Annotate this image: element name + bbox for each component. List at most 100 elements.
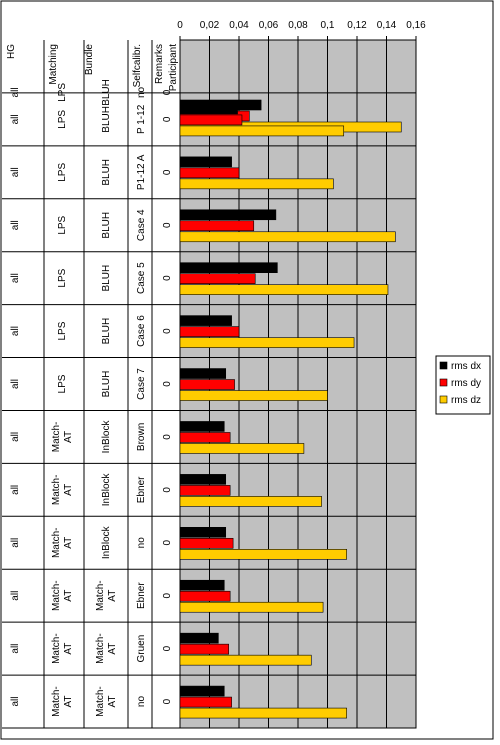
cell-bundle: BLUH bbox=[101, 265, 112, 292]
cell-matching: Match-AT bbox=[51, 580, 74, 611]
cell-selfcalibr-line: Case 7 bbox=[136, 368, 147, 400]
cell-matching: Match-AT bbox=[51, 475, 74, 506]
cell-selfcalibr: no bbox=[136, 86, 147, 98]
cell-selfcalibr: Case 6 bbox=[136, 315, 147, 347]
cell-remarks-line: 0 bbox=[162, 592, 173, 598]
header-remarks: Remarks bbox=[154, 44, 165, 84]
cell-matching: LPS bbox=[57, 321, 68, 340]
cell-remarks-line: 0 bbox=[162, 275, 173, 281]
bar-rms-dy bbox=[179, 326, 240, 337]
cell-hg: all bbox=[10, 167, 21, 177]
cell-hg: all bbox=[10, 273, 21, 283]
legend-swatch bbox=[439, 395, 448, 404]
bar-rms-dz bbox=[179, 654, 312, 666]
cell-matching: LPS bbox=[57, 163, 68, 182]
bar-rms-dy bbox=[179, 590, 231, 602]
bar-rms-dz bbox=[179, 178, 334, 190]
x-tick-label: 0,08 bbox=[288, 20, 308, 31]
bar-rms-dx bbox=[179, 685, 225, 697]
bar-rms-dz bbox=[179, 601, 324, 613]
bar-rms-dx bbox=[179, 474, 227, 485]
cell-bundle: BLUH bbox=[101, 106, 112, 133]
bar-rms-dz bbox=[179, 284, 389, 295]
cell-matching-line: Match- bbox=[51, 580, 62, 611]
cell-selfcalibr: Case 5 bbox=[136, 262, 147, 294]
cell-remarks: 0 bbox=[162, 540, 173, 546]
header-selfcalibr: Selfcalibr. bbox=[132, 44, 143, 87]
cell-remarks: 0 bbox=[162, 645, 173, 651]
cell-remarks: 0 bbox=[162, 222, 173, 228]
cell-selfcalibr-line: Ebner bbox=[136, 476, 147, 503]
cell-selfcalibr: no bbox=[136, 537, 147, 549]
cell-matching-line: AT bbox=[63, 484, 74, 496]
header-participant: Participant bbox=[168, 44, 179, 91]
x-tick-label: 0,06 bbox=[259, 20, 279, 31]
cell-matching-line: AT bbox=[63, 643, 74, 655]
cell-bundle: BLUH bbox=[101, 159, 112, 186]
cell-matching: Match-AT bbox=[51, 422, 74, 453]
cell-bundle: BLUH bbox=[101, 318, 112, 345]
cell-selfcalibr-line: P1-12 A bbox=[136, 154, 147, 190]
cell-bundle-line: InBlock bbox=[101, 420, 112, 454]
cell-matching-line: LPS bbox=[57, 321, 68, 340]
bar-rms-dz bbox=[179, 707, 347, 719]
cell-remarks-line: 0 bbox=[162, 89, 173, 95]
cell-matching: LPS bbox=[57, 374, 68, 393]
bar-rms-dz bbox=[179, 443, 305, 454]
cell-matching: LPS bbox=[57, 110, 68, 129]
bar-rms-dx bbox=[179, 315, 232, 326]
cell-bundle-line: BLUH bbox=[101, 212, 112, 239]
cell-hg: all bbox=[10, 538, 21, 548]
bar-rms-dx bbox=[179, 103, 238, 115]
cell-remarks-line: 0 bbox=[162, 645, 173, 651]
cell-matching-line: LPS bbox=[57, 268, 68, 287]
cell-hg: all bbox=[10, 591, 21, 601]
bar-rms-dx bbox=[179, 156, 232, 168]
cell-matching: LPS bbox=[57, 215, 68, 234]
cell-hg-line: all bbox=[10, 697, 21, 707]
cell-hg-line: all bbox=[10, 379, 21, 389]
cell-bundle-line: BLUH bbox=[101, 106, 112, 133]
cell-bundle: InBlock bbox=[101, 525, 112, 559]
cell-hg-line: all bbox=[10, 326, 21, 336]
bar-rms-dx bbox=[179, 421, 225, 432]
cell-hg: all bbox=[10, 697, 21, 707]
cell-remarks: 0 bbox=[162, 487, 173, 493]
cell-bundle-line: BLUH bbox=[101, 265, 112, 292]
cell-hg: all bbox=[10, 644, 21, 654]
x-tick-label: 0,14 bbox=[377, 20, 397, 31]
bar-rms-dy bbox=[179, 167, 240, 179]
cell-selfcalibr-line: Case 5 bbox=[136, 262, 147, 294]
cell-matching-line: Match- bbox=[51, 686, 62, 717]
cell-hg-line: all bbox=[10, 273, 21, 283]
cell-bundle: Match-AT bbox=[95, 633, 118, 664]
cell-matching: Match-AT bbox=[51, 686, 74, 717]
bar-rms-dy bbox=[179, 220, 255, 232]
bar-rms-dx bbox=[179, 368, 227, 379]
cell-hg-line: all bbox=[10, 167, 21, 177]
bar-rms-dx bbox=[179, 632, 219, 644]
header-hg: HG bbox=[6, 44, 17, 59]
cell-remarks: 0 bbox=[162, 116, 173, 122]
cell-hg-line: all bbox=[10, 644, 21, 654]
cell-remarks-line: 0 bbox=[162, 381, 173, 387]
cell-matching-line: AT bbox=[63, 431, 74, 443]
bar-rms-dz bbox=[179, 337, 355, 348]
cell-hg-line: all bbox=[10, 538, 21, 548]
cell-hg: all bbox=[10, 220, 21, 230]
x-tick-label: 0,02 bbox=[200, 20, 220, 31]
cell-remarks: 0 bbox=[162, 89, 173, 95]
cell-bundle-line: Match- bbox=[95, 580, 106, 611]
bar-rms-dy bbox=[179, 432, 231, 443]
bar-rms-dz bbox=[179, 125, 345, 137]
cell-bundle-line: Match- bbox=[95, 633, 106, 664]
cell-hg-line: all bbox=[10, 591, 21, 601]
cell-selfcalibr-line: Case 6 bbox=[136, 315, 147, 347]
cell-hg-line: all bbox=[10, 485, 21, 495]
bar-rms-dy bbox=[179, 696, 232, 708]
cell-remarks: 0 bbox=[162, 328, 173, 334]
bar-rms-dx bbox=[179, 527, 227, 538]
cell-matching-line: LPS bbox=[57, 83, 68, 102]
